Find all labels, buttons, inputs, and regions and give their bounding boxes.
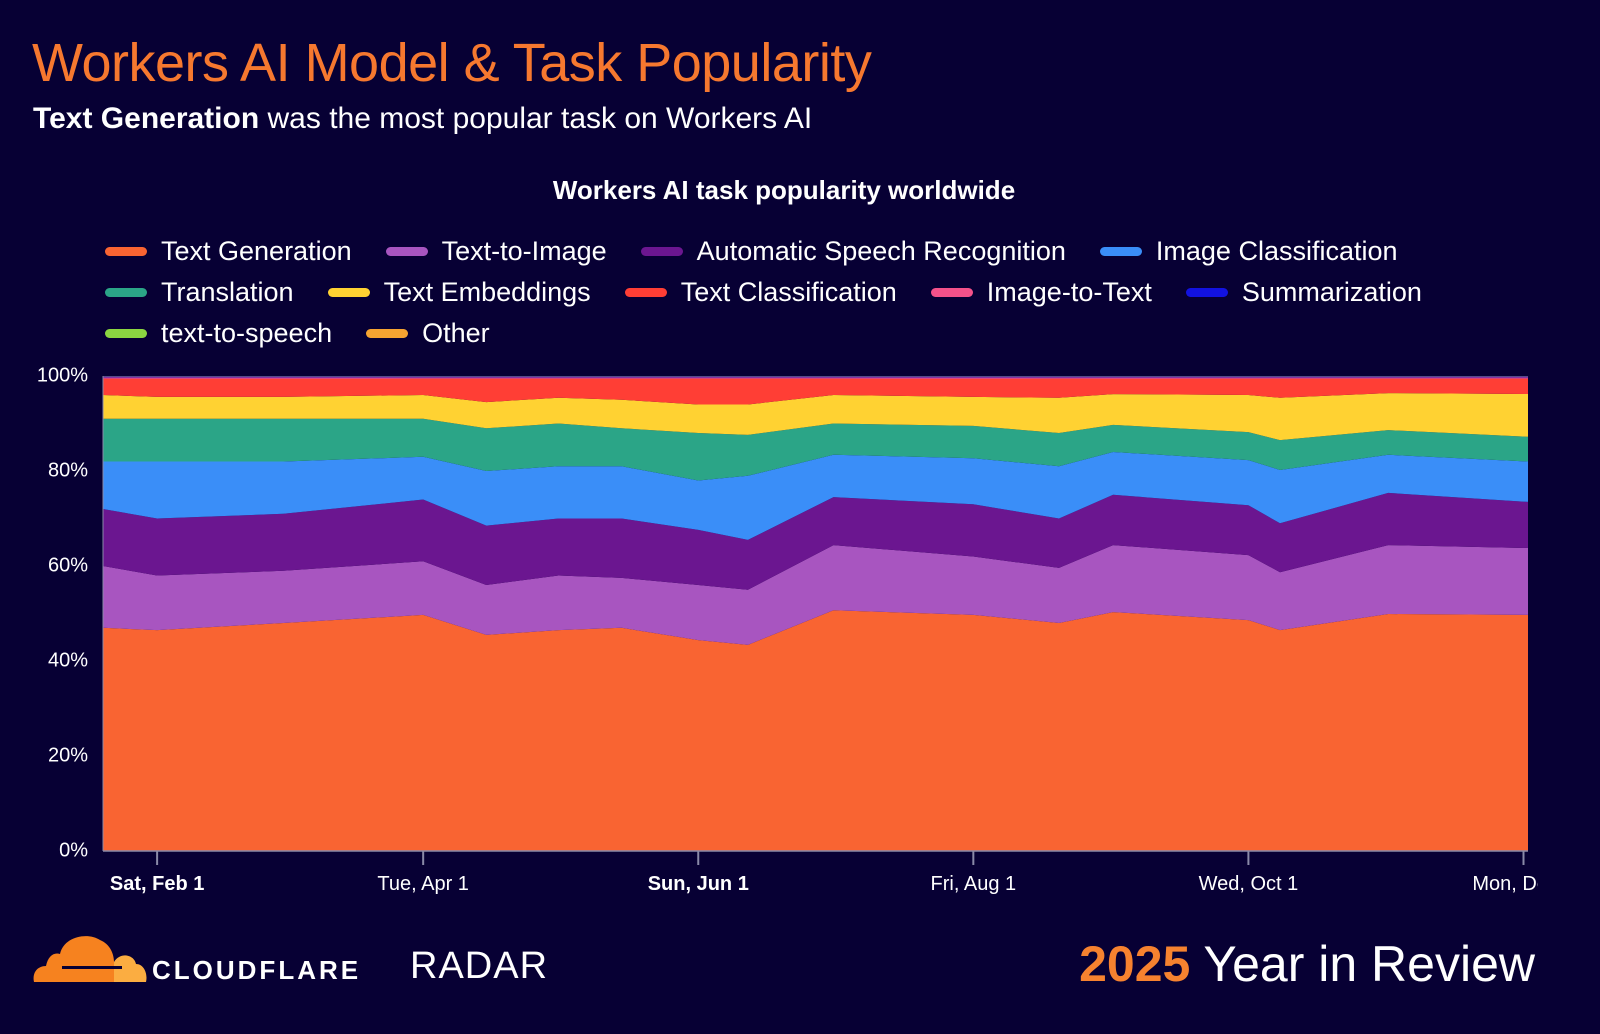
y-tick-label: 20% <box>47 744 88 767</box>
legend-item[interactable]: text-to-speech <box>105 318 332 349</box>
legend-swatch <box>640 247 683 256</box>
x-tick-label: Fri, Aug 1 <box>930 873 1017 895</box>
year: 2025 <box>1079 936 1191 992</box>
legend-swatch <box>105 247 147 256</box>
area-summarization <box>103 376 1528 378</box>
legend-swatch <box>366 329 409 338</box>
legend-label: Summarization <box>1241 277 1422 307</box>
legend-swatch <box>105 329 147 338</box>
brand-name: CLOUDFLARE <box>152 955 362 985</box>
y-tick-label: 80% <box>47 459 88 482</box>
legend-label: Text Classification <box>680 277 897 307</box>
legend-swatch <box>1099 247 1142 256</box>
legend-label: text-to-speech <box>161 318 333 348</box>
legend-item[interactable]: Image-to-Text <box>930 277 1152 308</box>
page-subtitle: Text Generation was the most popular tas… <box>33 102 812 136</box>
legend-item[interactable]: Translation <box>105 277 294 308</box>
legend-swatch <box>327 288 370 297</box>
area-text-embeddings <box>103 393 1528 441</box>
cloudflare-logo-icon <box>30 928 150 989</box>
x-tick-label: Wed, Oct 1 <box>1198 873 1299 895</box>
legend-label: Automatic Speech Recognition <box>696 236 1066 266</box>
legend-swatch <box>105 288 147 297</box>
tagline: Year in Review <box>1190 936 1535 992</box>
legend-item[interactable]: Text Generation <box>105 236 352 267</box>
legend-item[interactable]: Summarization <box>1185 277 1422 308</box>
legend-item[interactable]: Text-to-Image <box>385 236 607 267</box>
legend-swatch <box>930 288 973 297</box>
legend-item[interactable]: Text Embeddings <box>327 277 591 308</box>
y-tick-label: 100% <box>36 364 88 387</box>
chart-legend: Text Generation Text-to-Image Automatic Sp… <box>105 236 1525 349</box>
area-text-generation <box>103 610 1528 851</box>
x-axis-labels: Sat, Feb 1 Tue, Apr 1 Sun, Jun 1 Fri, Aug 1… <box>0 870 1538 900</box>
x-tick-label: Sun, Jun 1 <box>647 873 749 895</box>
legend-item[interactable]: Image Classification <box>1099 236 1398 267</box>
legend-swatch <box>385 247 428 256</box>
legend-item[interactable]: Text Classification <box>624 277 897 308</box>
product-name: RADAR <box>410 945 549 987</box>
legend-label: Text Embeddings <box>383 277 591 307</box>
legend-label: Text Generation <box>161 236 352 266</box>
legend-item[interactable]: Automatic Speech Recognition <box>640 236 1066 267</box>
legend-swatch <box>624 288 667 297</box>
page-title: Workers AI Model & Task Popularity <box>32 33 872 93</box>
area-image-classification <box>103 452 1528 540</box>
area-translation <box>103 418 1528 481</box>
x-tick-label: Tue, Apr 1 <box>377 873 469 895</box>
subtitle-text: was the most popular task on Workers AI <box>259 102 813 135</box>
y-tick-label: 60% <box>47 554 88 577</box>
area-automatic-speech-recognition <box>103 492 1528 590</box>
area-text-classification <box>103 378 1528 405</box>
legend-label: Other <box>422 318 490 348</box>
area-image-to-text <box>103 377 1528 379</box>
legend-label: Text-to-Image <box>441 236 607 266</box>
legend-label: Translation <box>161 277 294 307</box>
y-tick-label: 0% <box>59 839 88 862</box>
x-tick-label: Sat, Feb 1 <box>109 873 205 895</box>
area-text-to-image <box>103 545 1528 645</box>
legend-label: Image-to-Text <box>986 277 1152 307</box>
legend-item[interactable]: Other <box>366 318 490 349</box>
chart-title: Workers AI task popularity worldwide <box>552 175 1016 205</box>
year-in-review: 2025 Year in Review <box>1079 935 1535 993</box>
legend-swatch <box>1185 288 1228 297</box>
legend-label: Image Classification <box>1155 236 1398 266</box>
subtitle-highlight: Text Generation <box>33 102 260 135</box>
y-tick-label: 40% <box>47 649 88 672</box>
x-tick-label: Mon, Dec 1 <box>1472 873 1538 895</box>
